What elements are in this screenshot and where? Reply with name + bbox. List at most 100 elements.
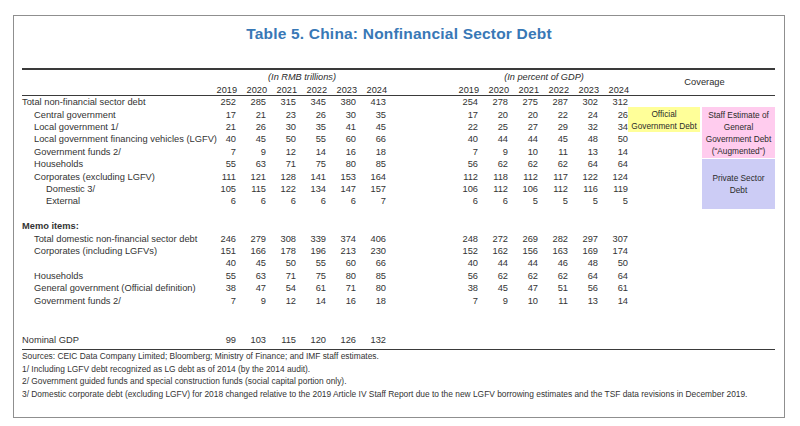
value-rmb: 54 [272,283,302,293]
year-header-rmb: 2021 [272,85,302,95]
value-rmb: 134 [302,184,332,194]
table-row: Local government financing vehicles (LGF… [22,133,775,145]
value-gdp: 24 [574,110,604,120]
coverage-box-augmented: Staff Estimate ofGeneralGovernment Debt(… [702,107,775,158]
value-gdp: 269 [514,234,544,244]
value-rmb: 85 [362,159,392,169]
value-rmb: 121 [242,172,272,182]
value-rmb: 111 [212,172,242,182]
value-gdp: 13 [574,147,604,157]
value-gdp: 106 [514,184,544,194]
value-gdp: 40 [454,258,484,268]
row-label: Central government [22,110,212,120]
section-gap [22,208,775,220]
coverage-box-line: Government Debt [631,120,696,132]
value-rmb: 41 [332,122,362,132]
value-rmb: 60 [332,134,362,144]
value-gdp: 312 [604,97,634,107]
year-header-gdp: 2023 [574,85,604,95]
table-row: Nominal GDP99103115120126132 [22,334,775,346]
value-rmb: 115 [242,184,272,194]
value-rmb: 115 [272,335,302,345]
value-gdp: 62 [514,271,544,281]
value-rmb: 196 [302,246,332,256]
value-gdp: 162 [484,246,514,256]
value-gdp: 116 [574,184,604,194]
table-frame: Table 5. China: Nonfinancial Sector Debt… [13,15,785,418]
value-rmb: 26 [302,110,332,120]
nominal-gdp-section: Nominal GDP99103115120126132 [22,334,775,346]
value-gdp: 254 [454,97,484,107]
value-gdp: 112 [454,172,484,182]
footnotes: Sources: CEIC Data Company Limited; Bloo… [22,350,778,400]
value-gdp: 64 [574,271,604,281]
value-gdp: 297 [574,234,604,244]
value-gdp: 20 [514,110,544,120]
table-row: Corporates (excluding LGFV)1111211281411… [22,170,775,182]
coverage-box-line: Debt [730,184,748,196]
year-header-gdp: 2022 [544,85,574,95]
row-label: Government funds 2/ [22,296,212,306]
value-rmb: 63 [242,159,272,169]
value-rmb: 128 [272,172,302,182]
value-gdp: 112 [544,184,574,194]
group-label-gdp: (In percent of GDP) [454,72,634,82]
value-rmb: 50 [272,258,302,268]
year-header-gdp: 2021 [514,85,544,95]
year-header-rmb: 2019 [212,85,242,95]
value-rmb: 30 [332,110,362,120]
table-row: Government funds 2/79121416187910111314 [22,146,775,158]
row-label: Local government financing vehicles (LGF… [22,134,212,144]
value-rmb: 141 [302,172,332,182]
value-rmb: 35 [362,110,392,120]
value-gdp: 6 [454,196,484,206]
row-label: Total domestic non-financial sector debt [22,234,212,244]
value-gdp: 7 [454,296,484,306]
value-rmb: 61 [302,283,332,293]
value-rmb: 6 [272,196,302,206]
value-gdp: 45 [484,283,514,293]
value-rmb: 16 [332,147,362,157]
value-rmb: 213 [332,246,362,256]
group-label-rmb: (In RMB trillions) [212,72,392,82]
memo-body: Total domestic non-financial sector debt… [22,233,775,307]
value-gdp: 64 [574,159,604,169]
value-rmb: 308 [272,234,302,244]
value-rmb: 6 [332,196,362,206]
value-gdp: 9 [484,296,514,306]
value-gdp: 14 [604,296,634,306]
value-rmb: 6 [302,196,332,206]
value-rmb: 80 [332,271,362,281]
value-gdp: 118 [484,172,514,182]
table-area: (In RMB trillions) (In percent of GDP) C… [22,68,775,350]
value-rmb: 40 [212,258,242,268]
table-row: Households556371758085566262626464 [22,158,775,170]
coverage-box-official: OfficialGovernment Debt [628,107,700,132]
value-rmb: 374 [332,234,362,244]
value-rmb: 147 [332,184,362,194]
value-gdp: 62 [484,159,514,169]
value-gdp: 44 [514,258,544,268]
value-rmb: 7 [212,147,242,157]
value-rmb: 105 [212,184,242,194]
value-gdp: 278 [484,97,514,107]
section-gap [22,307,775,334]
value-gdp: 50 [604,258,634,268]
value-rmb: 12 [272,296,302,306]
value-rmb: 60 [332,258,362,268]
value-gdp: 22 [544,110,574,120]
value-rmb: 279 [242,234,272,244]
year-header-rmb: 2023 [332,85,362,95]
year-header-gdp: 2024 [604,85,634,95]
value-rmb: 55 [212,159,242,169]
coverage-box-line: (“Augmented”) [712,145,766,157]
value-gdp: 22 [454,122,484,132]
value-gdp: 5 [574,196,604,206]
value-rmb: 166 [242,246,272,256]
value-rmb: 17 [212,110,242,120]
value-rmb: 151 [212,246,242,256]
value-rmb: 339 [302,234,332,244]
value-gdp: 50 [604,134,634,144]
table-row: External666667665555 [22,195,775,207]
value-rmb: 153 [332,172,362,182]
